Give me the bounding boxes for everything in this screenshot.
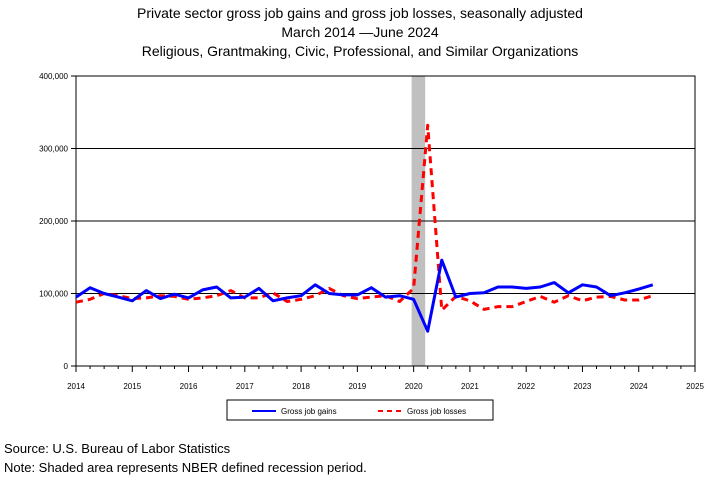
y-tick-label: 400,000: [39, 72, 68, 81]
chart-subtitle-dates: March 2014 —June 2024: [281, 24, 439, 40]
x-tick-label: 2019: [348, 382, 366, 391]
recession-note: Note: Shaded area represents NBER define…: [4, 460, 367, 475]
source-note: Source: U.S. Bureau of Labor Statistics: [4, 441, 231, 456]
legend-box: [226, 399, 494, 421]
chart-title: Private sector gross job gains and gross…: [137, 5, 583, 21]
x-tick-label: 2016: [180, 382, 198, 391]
x-tick-label: 2017: [236, 382, 254, 391]
x-axis: 2014 2015 2016 2017 2018 2019 2020 2021 2022 2023…: [67, 366, 704, 391]
x-tick-label: 2022: [517, 382, 535, 391]
legend-losses-label: Gross job losses: [407, 407, 466, 416]
x-tick-label: 2023: [574, 382, 592, 391]
x-tick-label: 2020: [405, 382, 423, 391]
grid-lines: [76, 148, 695, 294]
y-tick-label: 300,000: [39, 145, 68, 154]
y-tick-label: 100,000: [39, 290, 68, 299]
x-tick-label: 2014: [67, 382, 85, 391]
legend: Gross job gains Gross job losses: [226, 399, 494, 421]
y-tick-label: 200,000: [39, 217, 68, 226]
series-lines: [75, 123, 654, 333]
gross-job-losses-line: [75, 123, 654, 312]
gross-job-gains-line: [75, 258, 654, 333]
x-tick-label: 2025: [686, 382, 704, 391]
x-tick-label: 2024: [630, 382, 648, 391]
y-axis: 0 100,000 200,000 300,000 400,000: [39, 72, 76, 371]
legend-gains-label: Gross job gains: [281, 407, 337, 416]
x-tick-label: 2015: [123, 382, 141, 391]
y-tick-label: 0: [64, 362, 69, 371]
x-tick-label: 2021: [461, 382, 479, 391]
chart-subtitle-industry: Religious, Grantmaking, Civic, Professio…: [141, 43, 579, 59]
x-tick-label: 2018: [292, 382, 310, 391]
